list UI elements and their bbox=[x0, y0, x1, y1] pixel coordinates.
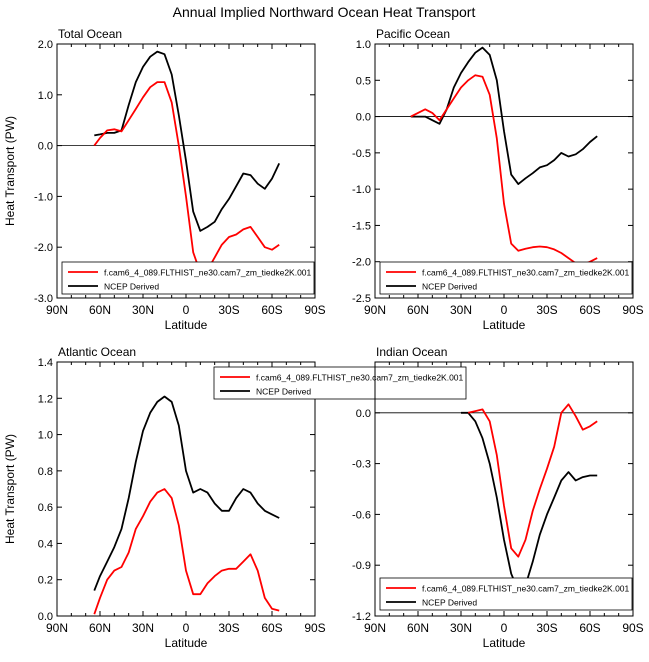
y-tick-label: 0.2 bbox=[38, 575, 53, 587]
x-axis-label: Latitude bbox=[483, 636, 526, 650]
y-tick-label: 1.0 bbox=[38, 430, 53, 442]
x-tick-label: 60N bbox=[407, 303, 429, 317]
x-axis-label: Latitude bbox=[165, 636, 208, 650]
chart-panel-1: Pacific Ocean 90N 60N 30N 0 30S 60S 90S 1.0 0.5 0.… bbox=[352, 27, 644, 332]
panel-title: Pacific Ocean bbox=[376, 27, 450, 41]
series-line-model bbox=[93, 81, 280, 274]
figure-title: Annual Implied Northward Ocean Heat Tran… bbox=[173, 4, 476, 20]
legend: f.cam6_4_089.FLTHIST_ne30.cam7_zm_tiedke… bbox=[213, 366, 467, 400]
series-line-ncep bbox=[410, 46, 598, 185]
y-tick-label: 0.6 bbox=[38, 502, 53, 514]
series-line-ncep bbox=[93, 395, 280, 591]
y-tick-label: 0.8 bbox=[38, 466, 53, 478]
x-tick-label: 90S bbox=[304, 621, 325, 635]
x-tick-label: 0 bbox=[501, 303, 508, 317]
legend: f.cam6_4_089.FLTHIST_ne30.cam7_zm_tiedke… bbox=[61, 261, 315, 295]
y-tick-label: -0.3 bbox=[352, 459, 371, 471]
legend-box bbox=[379, 261, 633, 295]
y-tick-label: -1.2 bbox=[352, 611, 371, 623]
x-tick-label: 60S bbox=[579, 303, 600, 317]
y-tick-label: 0.0 bbox=[356, 408, 371, 420]
y-tick-label: 0.0 bbox=[38, 611, 53, 623]
panel-title: Indian Ocean bbox=[376, 345, 447, 359]
legend-label: f.cam6_4_089.FLTHIST_ne30.cam7_zm_tiedke… bbox=[104, 268, 312, 278]
x-tick-label: 90S bbox=[622, 303, 643, 317]
plot-frame bbox=[56, 361, 316, 617]
y-tick-label: 0.0 bbox=[38, 141, 53, 153]
x-tick-label: 0 bbox=[183, 621, 190, 635]
x-tick-label: 0 bbox=[183, 303, 190, 317]
x-tick-label: 30N bbox=[450, 303, 472, 317]
y-tick-label: -1.0 bbox=[352, 184, 371, 196]
y-tick-label: -1.0 bbox=[34, 191, 53, 203]
x-tick-label: 30S bbox=[536, 621, 557, 635]
y-tick-label: -0.5 bbox=[352, 148, 371, 160]
series-line-model bbox=[93, 488, 280, 615]
x-tick-label: 30N bbox=[132, 303, 154, 317]
legend-label: f.cam6_4_089.FLTHIST_ne30.cam7_zm_tiedke… bbox=[422, 584, 630, 594]
x-tick-label: 30N bbox=[132, 621, 154, 635]
y-tick-label: -0.6 bbox=[352, 509, 371, 521]
x-tick-label: 60S bbox=[261, 303, 282, 317]
x-tick-label: 60N bbox=[407, 621, 429, 635]
y-tick-label: -2.5 bbox=[352, 293, 371, 305]
x-tick-label: 30S bbox=[536, 303, 557, 317]
y-tick-label: 0.4 bbox=[38, 538, 53, 550]
x-tick-label: 90N bbox=[364, 303, 386, 317]
y-tick-label: 1.4 bbox=[38, 357, 53, 369]
y-tick-label: -2.0 bbox=[34, 242, 53, 254]
x-tick-label: 30S bbox=[218, 621, 239, 635]
x-axis-label: Latitude bbox=[165, 318, 208, 332]
x-axis-label: Latitude bbox=[483, 318, 526, 332]
series-line-model bbox=[467, 403, 598, 558]
y-tick-label: -1.5 bbox=[352, 220, 371, 232]
x-tick-label: 90N bbox=[46, 303, 68, 317]
x-tick-label: 90N bbox=[364, 621, 386, 635]
y-tick-label: 2.0 bbox=[38, 39, 53, 51]
legend-box bbox=[379, 577, 633, 611]
x-tick-label: 30S bbox=[218, 303, 239, 317]
legend-label: NCEP Derived bbox=[422, 282, 477, 292]
x-tick-label: 60N bbox=[89, 303, 111, 317]
x-tick-label: 90S bbox=[622, 621, 643, 635]
y-tick-label: 1.2 bbox=[38, 393, 53, 405]
y-tick-label: 1.0 bbox=[356, 39, 371, 51]
y-tick-label: -0.9 bbox=[352, 560, 371, 572]
legend: f.cam6_4_089.FLTHIST_ne30.cam7_zm_tiedke… bbox=[379, 261, 633, 295]
y-tick-label: 0.0 bbox=[356, 112, 371, 124]
panel-title: Total Ocean bbox=[58, 27, 122, 41]
y-axis-label: Heat Transport (PW) bbox=[3, 116, 17, 226]
y-tick-label: 0.5 bbox=[356, 75, 371, 87]
legend-box bbox=[61, 261, 315, 295]
x-tick-label: 60N bbox=[89, 621, 111, 635]
x-tick-label: 30N bbox=[450, 621, 472, 635]
x-tick-label: 90S bbox=[304, 303, 325, 317]
y-tick-label: 1.0 bbox=[38, 90, 53, 102]
series-line-model bbox=[410, 74, 598, 266]
legend: f.cam6_4_089.FLTHIST_ne30.cam7_zm_tiedke… bbox=[379, 577, 633, 611]
y-tick-label: -2.0 bbox=[352, 257, 371, 269]
legend-label: f.cam6_4_089.FLTHIST_ne30.cam7_zm_tiedke… bbox=[422, 268, 630, 278]
x-tick-label: 90N bbox=[46, 621, 68, 635]
panel-title: Atlantic Ocean bbox=[58, 345, 136, 359]
series-line-ncep bbox=[461, 411, 598, 592]
x-tick-label: 60S bbox=[261, 621, 282, 635]
chart-panel-3: Indian Ocean 90N 60N 30N 0 30S 60S 90S 0.0 -0.3 -0… bbox=[352, 345, 644, 650]
chart-panel-0: Total Ocean 90N 60N 30N 0 30S 60S 90S 2.0 1.0 0.0 -… bbox=[3, 27, 326, 332]
legend-label: NCEP Derived bbox=[256, 387, 311, 397]
chart-panel-2: Atlantic Ocean 90N 60N 30N 0 30S 60S 90S 1.4 1.2 1… bbox=[3, 345, 467, 650]
series-line-ncep bbox=[94, 50, 281, 232]
x-tick-label: 60S bbox=[579, 621, 600, 635]
legend-label: NCEP Derived bbox=[104, 282, 159, 292]
y-axis-label: Heat Transport (PW) bbox=[3, 434, 17, 544]
legend-label: NCEP Derived bbox=[422, 598, 477, 608]
y-tick-label: -3.0 bbox=[34, 293, 53, 305]
x-tick-label: 0 bbox=[501, 621, 508, 635]
legend-box bbox=[213, 366, 467, 400]
legend-label: f.cam6_4_089.FLTHIST_ne30.cam7_zm_tiedke… bbox=[256, 373, 464, 383]
